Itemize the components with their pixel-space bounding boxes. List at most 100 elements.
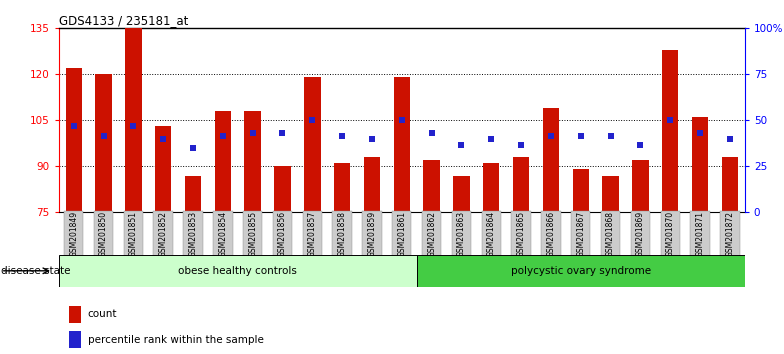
Text: GSM201866: GSM201866	[546, 211, 555, 257]
Bar	[632, 160, 648, 212]
Point	[127, 124, 140, 129]
Bar	[69, 331, 82, 348]
Point	[664, 118, 677, 123]
Text: GSM201853: GSM201853	[188, 211, 198, 257]
Bar	[422, 211, 441, 256]
Text: GSM201869: GSM201869	[636, 211, 645, 257]
Text: GSM201862: GSM201862	[427, 211, 436, 257]
Point	[724, 136, 736, 142]
Text: GSM201871: GSM201871	[695, 211, 705, 257]
Bar	[334, 163, 350, 212]
Bar	[155, 126, 172, 212]
Bar	[571, 211, 590, 256]
Bar	[59, 255, 417, 287]
Text: GDS4133 / 235181_at: GDS4133 / 235181_at	[59, 14, 188, 27]
Bar	[124, 211, 143, 256]
Bar	[69, 306, 82, 323]
Text: GSM201870: GSM201870	[666, 211, 675, 257]
Bar	[661, 211, 680, 256]
Bar	[691, 117, 708, 212]
Point	[485, 136, 498, 142]
Bar	[453, 176, 470, 212]
Bar	[720, 211, 739, 256]
Bar	[274, 166, 291, 212]
Text: GSM201854: GSM201854	[218, 211, 227, 257]
Bar	[481, 211, 501, 256]
Text: GSM201867: GSM201867	[576, 211, 586, 257]
Point	[336, 133, 348, 138]
Bar	[511, 211, 531, 256]
Text: obese healthy controls: obese healthy controls	[178, 266, 297, 276]
Text: GSM201868: GSM201868	[606, 211, 615, 257]
Text: disease state: disease state	[1, 266, 71, 276]
Point	[276, 130, 289, 136]
Text: GSM201851: GSM201851	[129, 211, 138, 257]
Point	[545, 133, 557, 138]
Point	[426, 130, 438, 136]
Point	[157, 136, 169, 142]
Bar	[394, 78, 410, 212]
Point	[187, 145, 199, 151]
Bar	[691, 211, 710, 256]
Bar	[213, 211, 233, 256]
Text: GSM201849: GSM201849	[69, 211, 78, 257]
Text: GSM201864: GSM201864	[487, 211, 495, 257]
Text: GSM201856: GSM201856	[278, 211, 287, 257]
Point	[306, 118, 318, 123]
Bar	[243, 211, 263, 256]
Bar	[125, 28, 142, 212]
Bar	[304, 78, 321, 212]
Text: GSM201852: GSM201852	[158, 211, 168, 257]
Bar	[245, 111, 261, 212]
Text: count: count	[88, 309, 117, 319]
Bar	[94, 211, 113, 256]
Bar	[513, 157, 529, 212]
Bar	[417, 255, 745, 287]
Bar	[154, 211, 173, 256]
Bar	[392, 211, 412, 256]
Text: GSM201863: GSM201863	[457, 211, 466, 257]
Point	[575, 133, 587, 138]
Point	[395, 118, 408, 123]
Bar	[483, 163, 499, 212]
Point	[604, 133, 617, 138]
Point	[365, 136, 378, 142]
Bar	[66, 68, 82, 212]
Text: GSM201857: GSM201857	[308, 211, 317, 257]
Bar	[96, 74, 112, 212]
Bar	[602, 176, 619, 212]
Point	[216, 133, 229, 138]
Bar	[423, 160, 440, 212]
Text: percentile rank within the sample: percentile rank within the sample	[88, 335, 263, 345]
Point	[456, 142, 468, 148]
Bar	[64, 211, 83, 256]
Bar	[185, 176, 201, 212]
Bar	[452, 211, 471, 256]
Text: GSM201859: GSM201859	[368, 211, 376, 257]
Bar	[601, 211, 620, 256]
Point	[515, 142, 528, 148]
Bar	[722, 157, 738, 212]
Bar	[364, 157, 380, 212]
Bar	[183, 211, 203, 256]
Bar	[543, 108, 559, 212]
Bar	[630, 211, 650, 256]
Point	[97, 133, 110, 138]
Text: GSM201872: GSM201872	[725, 211, 735, 257]
Text: GSM201865: GSM201865	[517, 211, 525, 257]
Point	[634, 142, 647, 148]
Point	[246, 130, 259, 136]
Text: polycystic ovary syndrome: polycystic ovary syndrome	[510, 266, 651, 276]
Bar	[662, 50, 678, 212]
Text: GSM201861: GSM201861	[397, 211, 406, 257]
Text: GSM201855: GSM201855	[249, 211, 257, 257]
Text: GSM201858: GSM201858	[338, 211, 347, 257]
Bar	[541, 211, 561, 256]
Point	[694, 130, 706, 136]
Bar	[572, 170, 589, 212]
Bar	[362, 211, 382, 256]
Bar	[332, 211, 352, 256]
Text: GSM201850: GSM201850	[99, 211, 108, 257]
Point	[67, 124, 80, 129]
Bar	[273, 211, 292, 256]
